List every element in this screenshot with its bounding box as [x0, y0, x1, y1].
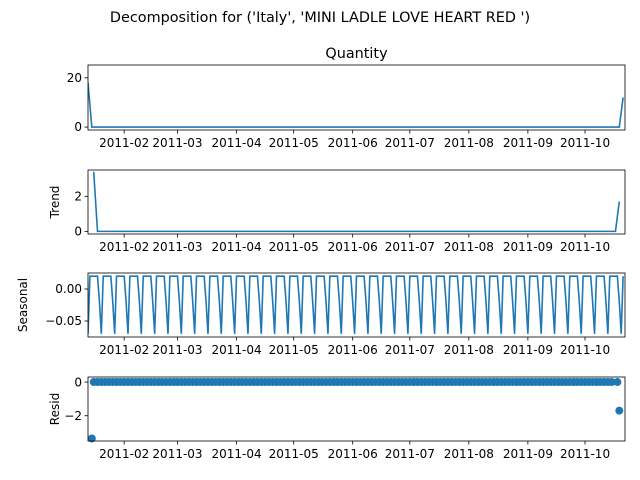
panel-4-xtick-label: 2011-08 [444, 447, 494, 461]
panel-4-xtick-label: 2011-09 [503, 447, 553, 461]
panel-3-xtick-label: 2011-08 [444, 343, 494, 357]
panel-4-point [615, 406, 624, 415]
panel-4-ytick-label: −2 [64, 409, 82, 423]
panel-2-xtick-label: 2011-06 [328, 240, 378, 254]
panel-4-xtick-label: 2011-02 [99, 447, 149, 461]
panel-3-xtick-label: 2011-10 [560, 343, 610, 357]
panel-2-ylabel: Trend [48, 186, 62, 220]
panel-1-xtick-label: 2011-10 [560, 136, 610, 150]
panel-1-title: Quantity [325, 46, 388, 62]
panel-4-point [87, 434, 96, 443]
panel-1-ytick-label: 20 [67, 71, 82, 85]
panel-1-series-line [88, 82, 624, 128]
panel-4-ylabel: Resid [48, 393, 62, 425]
panel-2-xtick-label: 2011-05 [269, 240, 319, 254]
panel-3-xtick-label: 2011-05 [269, 343, 319, 357]
panel-4-xtick-label: 2011-04 [211, 447, 261, 461]
panel-3-xtick-label: 2011-06 [328, 343, 378, 357]
panel-3-frame [87, 272, 626, 338]
panel-3-ylabel: Seasonal [16, 278, 30, 332]
panel-2-ytick-label: 2 [74, 190, 82, 204]
panel-1-frame [87, 64, 626, 131]
panel-1-xtick-label: 2011-06 [328, 136, 378, 150]
panel-3-xtick-label: 2011-04 [211, 343, 261, 357]
suptitle: Decomposition for ('Italy', 'MINI LADLE … [110, 10, 530, 26]
panel-3-xtick-label: 2011-02 [99, 343, 149, 357]
panel-2-series-line [92, 171, 621, 233]
panel-1-xtick-label: 2011-09 [503, 136, 553, 150]
panel-1-xtick-label: 2011-03 [152, 136, 202, 150]
panel-3-xtick-label: 2011-03 [152, 343, 202, 357]
panel-2-xtick-label: 2011-03 [152, 240, 202, 254]
panel-4-xtick-label: 2011-10 [560, 447, 610, 461]
panel-4-xtick-label: 2011-06 [328, 447, 378, 461]
panel-1-ytick-label: 0 [74, 120, 82, 134]
panel-3-series-line [88, 275, 624, 334]
panel-4-xtick-label: 2011-07 [385, 447, 435, 461]
panel-3-xtick-label: 2011-09 [503, 343, 553, 357]
panel-3-ytick-label: −0.05 [45, 314, 82, 328]
panel-4-xtick-label: 2011-03 [152, 447, 202, 461]
panel-1-xtick-label: 2011-02 [99, 136, 149, 150]
panel-2-xtick-label: 2011-04 [211, 240, 261, 254]
panel-2-xtick-label: 2011-10 [560, 240, 610, 254]
panel-1-xtick-label: 2011-07 [385, 136, 435, 150]
panel-2-xtick-label: 2011-08 [444, 240, 494, 254]
panel-2-xtick-label: 2011-02 [99, 240, 149, 254]
panel-2-xtick-label: 2011-07 [385, 240, 435, 254]
panel-2-ytick-label: 0 [74, 225, 82, 239]
panel-2-frame [87, 169, 626, 235]
panel-1-xtick-label: 2011-05 [269, 136, 319, 150]
panel-4-frame [87, 376, 626, 442]
panel-1-xtick-label: 2011-04 [211, 136, 261, 150]
panel-3-ytick-label: 0.00 [55, 282, 82, 296]
panel-4-ytick-label: 0 [74, 375, 82, 389]
panel-4-point [607, 378, 616, 387]
panel-4-point [613, 378, 622, 387]
panel-1-xtick-label: 2011-08 [444, 136, 494, 150]
panel-4-xtick-label: 2011-05 [269, 447, 319, 461]
panel-2-xtick-label: 2011-09 [503, 240, 553, 254]
panel-3-xtick-label: 2011-07 [385, 343, 435, 357]
